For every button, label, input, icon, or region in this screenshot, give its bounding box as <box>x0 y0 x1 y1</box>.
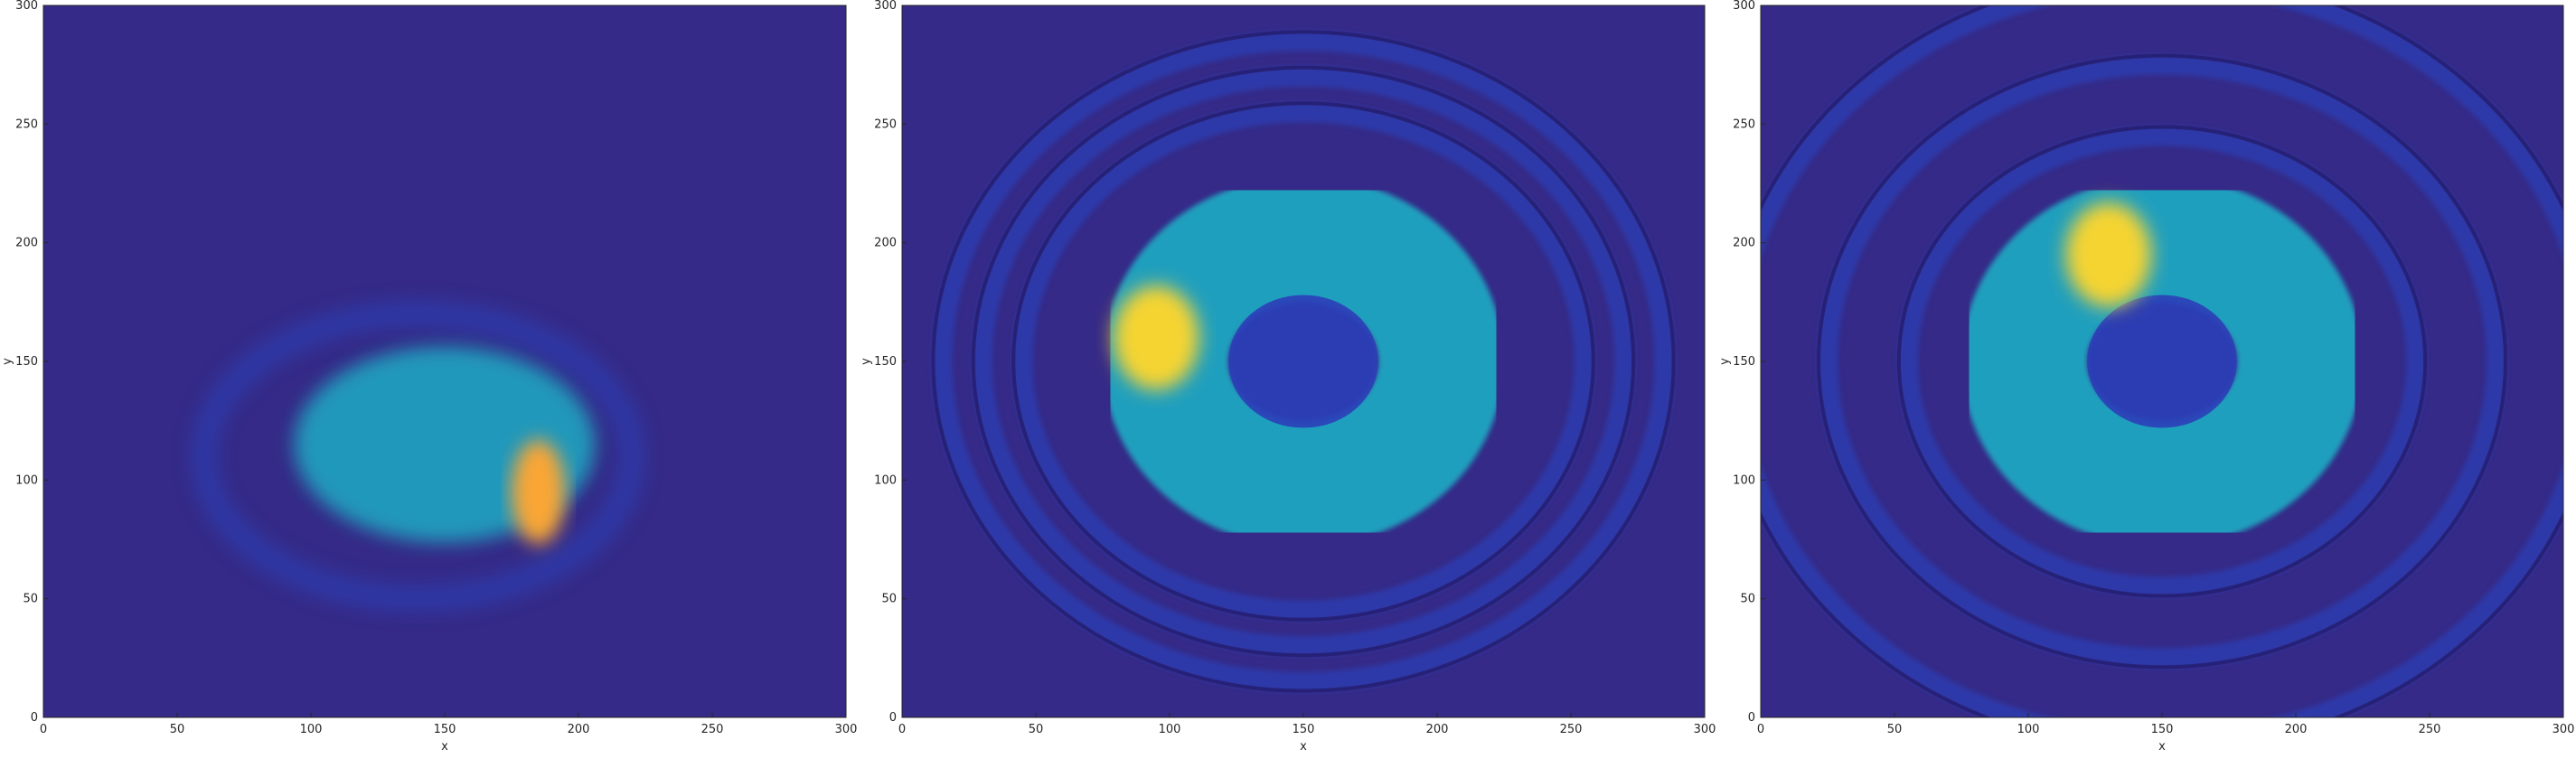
wave-ring-edge <box>1896 125 2428 598</box>
y-tick-label: 300 <box>874 0 897 13</box>
x-tick-label: 300 <box>1694 723 1716 736</box>
annulus-ring <box>1960 176 2364 547</box>
y-tick-label: 150 <box>1733 355 1755 369</box>
y-tick-label: 100 <box>1733 473 1755 487</box>
heatmap-field <box>1761 5 2563 717</box>
y-tick-label: 0 <box>889 711 897 725</box>
y-tick-label: 150 <box>15 355 38 369</box>
heatmap-field <box>43 5 846 717</box>
wave-ring <box>932 31 1675 692</box>
y-tick-label: 200 <box>1733 237 1755 250</box>
x-tick-label: 0 <box>898 723 906 736</box>
y-tick-label: 200 <box>874 237 897 250</box>
y-tick-label: 200 <box>15 237 38 250</box>
y-tick-label: 250 <box>874 117 897 131</box>
y-tick-label: 0 <box>31 711 38 725</box>
x-tick-label: 250 <box>1560 723 1583 736</box>
y-tick-label: 250 <box>15 117 38 131</box>
wave-ring-edge <box>931 30 1676 693</box>
y-tick-label: 300 <box>1733 0 1755 13</box>
y-tick-label: 50 <box>23 593 38 606</box>
y-tick-label: 100 <box>874 473 897 487</box>
y-axis-label: y <box>860 358 873 365</box>
x-tick-label: 250 <box>2419 723 2441 736</box>
wave-ring <box>1897 126 2427 597</box>
x-tick-label: 200 <box>1426 723 1449 736</box>
peak-spot <box>1113 285 1199 390</box>
x-tick-label: 150 <box>2151 723 2174 736</box>
wave-ring-edge <box>971 65 1636 658</box>
x-axis-label: x <box>441 740 448 754</box>
x-axis-label: x <box>2158 740 2166 754</box>
wave-ring <box>1818 54 2506 669</box>
y-tick-label: 0 <box>1748 711 1755 725</box>
x-tick-label: 50 <box>1029 723 1044 736</box>
x-tick-label: 100 <box>300 723 323 736</box>
wake-halo <box>190 300 646 613</box>
wave-ring-edge <box>1817 53 2507 670</box>
y-tick-label: 100 <box>15 473 38 487</box>
y-axis-label: y <box>1 358 14 365</box>
y-tick-label: 150 <box>874 355 897 369</box>
x-tick-label: 200 <box>568 723 590 736</box>
heatmap-svg: 0 50 100 150 200 250 300 0 50 100 150 200 250 300 x y <box>860 0 1716 754</box>
annulus-hole <box>1228 295 1378 428</box>
heatmap-field <box>902 5 1705 717</box>
wave-ring <box>972 66 1635 657</box>
x-tick-label: 100 <box>1159 723 1181 736</box>
y-tick-label: 50 <box>1740 593 1755 606</box>
wave-ring-edge <box>1011 101 1595 622</box>
heatmap-panel-2: 0 50 100 150 200 250 300 0 50 100 150 200 250 300 x y <box>859 0 1717 768</box>
heatmap-panel-1: 0 50 100 150 200 250 300 0 50 100 150 200 250 300 x y <box>0 0 859 768</box>
wave-ring <box>1012 102 1594 621</box>
peak-spot <box>2065 202 2152 307</box>
y-tick-label: 50 <box>881 593 897 606</box>
x-tick-label: 200 <box>2285 723 2308 736</box>
y-axis-label: y <box>1718 358 1732 365</box>
x-tick-label: 50 <box>170 723 185 736</box>
x-tick-label: 300 <box>2552 723 2575 736</box>
annulus-hole <box>2087 295 2237 428</box>
x-axis-label: x <box>1300 740 1307 754</box>
x-tick-label: 100 <box>2017 723 2040 736</box>
heatmap-panel-3: 0 50 100 150 200 250 300 0 50 100 150 200 250 300 x y <box>1717 0 2576 768</box>
x-tick-label: 0 <box>40 723 47 736</box>
heatmap-svg: 0 50 100 150 200 250 300 0 50 100 150 200 250 300 x y <box>1 0 858 754</box>
x-tick-label: 150 <box>434 723 456 736</box>
y-tick-label: 250 <box>1733 117 1755 131</box>
x-tick-label: 150 <box>1293 723 1315 736</box>
x-tick-label: 50 <box>1887 723 1903 736</box>
peak-spot <box>512 439 566 545</box>
x-tick-label: 0 <box>1757 723 1764 736</box>
y-tick-label: 300 <box>15 0 38 13</box>
x-tick-label: 250 <box>701 723 724 736</box>
x-tick-label: 300 <box>835 723 858 736</box>
heatmap-svg: 0 50 100 150 200 250 300 0 50 100 150 200 250 300 x y <box>1718 0 2575 754</box>
